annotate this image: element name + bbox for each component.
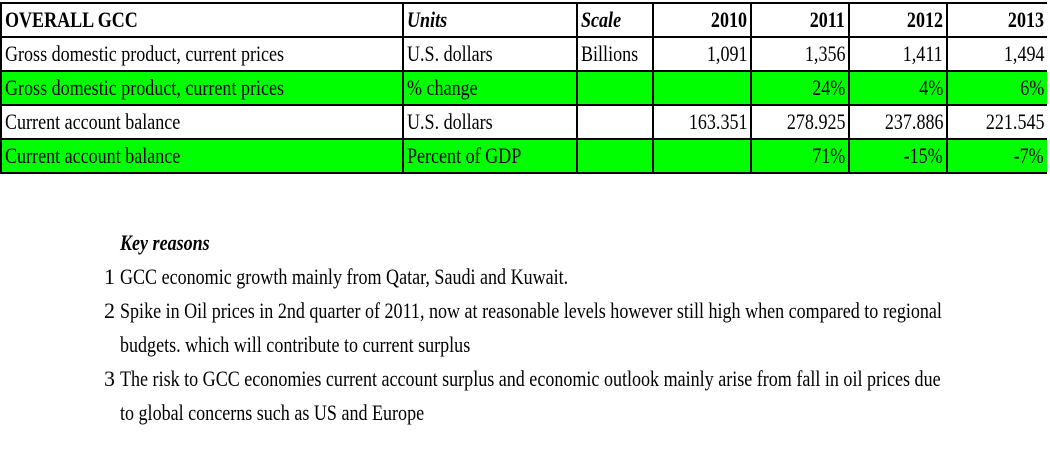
reason-item-1: 1 GCC economic growth mainly from Qatar,… [104, 260, 1034, 294]
header-year-cell: 2011 [750, 2, 850, 38]
value-cell: -7% [946, 138, 1047, 174]
value-2011: 24% [811, 75, 845, 100]
scale-cell: Billions [576, 36, 654, 72]
units-cell: % change [402, 70, 578, 106]
value-2012: 237.886 [884, 109, 943, 134]
value-cell: -15% [848, 138, 948, 174]
header-year-cell: 2010 [652, 2, 752, 38]
units-label: Percent of GDP [407, 143, 522, 168]
value-cell: 278.925 [750, 104, 850, 140]
value-2013: 6% [1019, 75, 1044, 100]
value-cell [652, 70, 752, 106]
units-cell: U.S. dollars [402, 104, 578, 140]
scale-cell [576, 104, 654, 140]
table-row: Gross domestic product, current prices U… [0, 36, 1047, 72]
indicator-label: Gross domestic product, current prices [5, 75, 285, 100]
indicator-label: Gross domestic product, current prices [5, 41, 285, 66]
scale-cell [576, 70, 654, 106]
reason-text-line: to global concerns such as US and Europe [120, 400, 425, 425]
header-year-2011: 2011 [809, 7, 845, 32]
units-label: U.S. dollars [407, 41, 493, 66]
indicator-cell: Gross domestic product, current prices [0, 70, 404, 106]
indicator-label: Current account balance [5, 143, 181, 168]
key-reasons-section: Key reasons 1 GCC economic growth mainly… [104, 226, 1034, 430]
units-cell: Percent of GDP [402, 138, 578, 174]
gcc-data-table: OVERALL GCC Units Scale 2010 2011 2012 2… [0, 2, 1047, 174]
value-2010: 1,091 [706, 41, 747, 66]
table-header-row: OVERALL GCC Units Scale 2010 2011 2012 2… [0, 2, 1047, 38]
value-2013: 221.545 [985, 109, 1044, 134]
header-year-cell: 2012 [848, 2, 948, 38]
indicator-cell: Current account balance [0, 138, 404, 174]
reason-text-line: budgets. which will contribute to curren… [120, 332, 471, 357]
indicator-cell: Gross domestic product, current prices [0, 36, 404, 72]
value-cell: 237.886 [848, 104, 948, 140]
data-table-container: OVERALL GCC Units Scale 2010 2011 2012 2… [0, 2, 1047, 184]
value-cell: 4% [848, 70, 948, 106]
units-label: % change [407, 75, 478, 100]
header-units: Units [407, 7, 448, 32]
value-cell: 71% [750, 138, 850, 174]
value-2011: 71% [811, 143, 845, 168]
value-2012: 1,411 [903, 41, 943, 66]
value-cell: 221.545 [946, 104, 1047, 140]
header-year-cell: 2013 [946, 2, 1047, 38]
reason-number: 3 [104, 366, 115, 391]
value-2013: -7% [1013, 143, 1044, 168]
scale-cell [576, 138, 654, 174]
key-reasons-heading: Key reasons [120, 230, 210, 255]
value-2011: 1,356 [804, 41, 845, 66]
value-cell: 24% [750, 70, 850, 106]
reason-item-2: 2 Spike in Oil prices in 2nd quarter of … [104, 294, 1034, 362]
reason-number: 2 [104, 298, 115, 323]
reason-text-line: The risk to GCC economies current accoun… [120, 366, 941, 391]
table-row-highlighted: Gross domestic product, current prices %… [0, 70, 1047, 106]
reason-text-line: GCC economic growth mainly from Qatar, S… [120, 264, 569, 289]
reason-text-line: Spike in Oil prices in 2nd quarter of 20… [120, 298, 942, 323]
scale-label: Billions [581, 41, 639, 66]
table-row-highlighted: Current account balance Percent of GDP 7… [0, 138, 1047, 174]
value-cell: 6% [946, 70, 1047, 106]
header-year-2013: 2013 [1007, 7, 1044, 32]
header-title: OVERALL GCC [5, 7, 138, 32]
reason-number: 1 [104, 264, 115, 289]
value-2010: 163.351 [688, 109, 747, 134]
header-scale-cell: Scale [576, 2, 654, 38]
value-cell: 1,411 [848, 36, 948, 72]
value-cell [652, 138, 752, 174]
header-units-cell: Units [402, 2, 578, 38]
header-year-2010: 2010 [710, 7, 747, 32]
value-cell: 1,091 [652, 36, 752, 72]
header-year-2012: 2012 [906, 7, 943, 32]
header-scale: Scale [581, 7, 622, 32]
reason-item-3: 3 The risk to GCC economies current acco… [104, 362, 1034, 430]
indicator-cell: Current account balance [0, 104, 404, 140]
value-2012: 4% [918, 75, 943, 100]
value-cell: 1,494 [946, 36, 1047, 72]
units-cell: U.S. dollars [402, 36, 578, 72]
units-label: U.S. dollars [407, 109, 493, 134]
value-2011: 278.925 [786, 109, 845, 134]
value-2012: -15% [903, 143, 943, 168]
header-title-cell: OVERALL GCC [0, 2, 404, 38]
table-row: Current account balance U.S. dollars 163… [0, 104, 1047, 140]
indicator-label: Current account balance [5, 109, 181, 134]
value-cell: 163.351 [652, 104, 752, 140]
value-2013: 1,494 [1003, 41, 1044, 66]
value-cell: 1,356 [750, 36, 850, 72]
